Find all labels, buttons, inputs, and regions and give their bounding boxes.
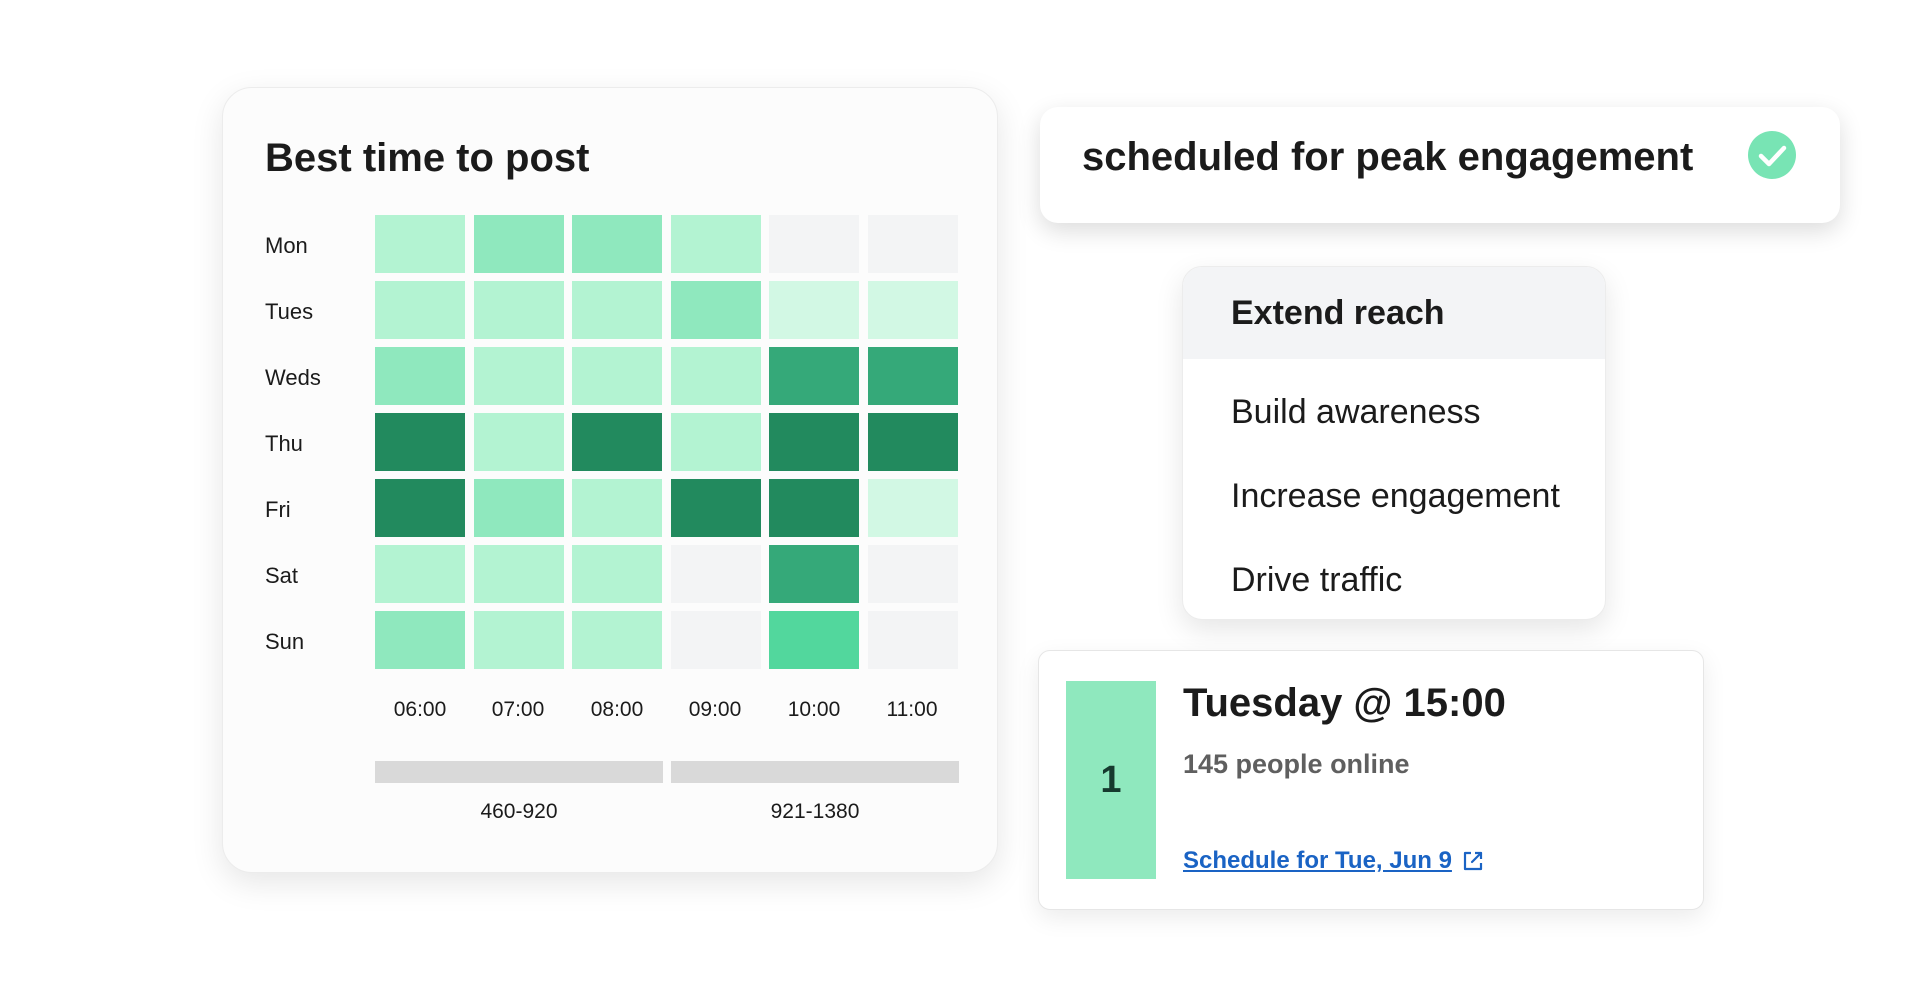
hour-label-0900: 09:00 <box>688 698 742 721</box>
heatmap-grid <box>375 215 959 671</box>
heatmap-cell[interactable] <box>375 347 465 405</box>
menu-item-drive-traffic[interactable]: Drive traffic <box>1231 561 1403 599</box>
menu-item-increase-engagement[interactable]: Increase engagement <box>1231 477 1560 515</box>
slot-subtitle: 145 people online <box>1183 749 1410 779</box>
hour-label-1100: 11:00 <box>886 698 938 721</box>
range-label-low: 460-920 <box>480 800 558 823</box>
heatmap-cell[interactable] <box>868 347 958 405</box>
range-bar-high <box>671 761 959 783</box>
card-title: Best time to post <box>265 136 590 180</box>
schedule-link-label: Schedule for Tue, Jun 9 <box>1183 847 1452 874</box>
heatmap-cell[interactable] <box>868 611 958 669</box>
range-label-high: 921-1380 <box>770 800 860 823</box>
heatmap-cell[interactable] <box>375 479 465 537</box>
heatmap-cell[interactable] <box>671 281 761 339</box>
menu-item-extend-reach[interactable]: Extend reach <box>1183 267 1605 359</box>
heatmap-cell[interactable] <box>769 611 859 669</box>
day-label-sat: Sat <box>265 563 299 588</box>
rank-number: 1 <box>1100 758 1122 801</box>
heatmap-cell[interactable] <box>572 347 662 405</box>
scheduled-banner: scheduled for peak engagement <box>1040 107 1840 223</box>
heatmap-cell[interactable] <box>375 611 465 669</box>
heatmap-cell[interactable] <box>572 413 662 471</box>
heatmap-cell[interactable] <box>474 545 564 603</box>
heatmap-cell[interactable] <box>572 545 662 603</box>
heatmap-cell[interactable] <box>769 545 859 603</box>
heatmap-cell[interactable] <box>474 215 564 273</box>
heatmap-cell[interactable] <box>474 611 564 669</box>
heatmap-cell[interactable] <box>671 545 761 603</box>
heatmap-cell[interactable] <box>671 215 761 273</box>
hour-label-0800: 08:00 <box>590 698 644 721</box>
slot-title: Tuesday @ 15:00 <box>1183 681 1506 725</box>
best-time-card: Best time to post Mon Tues Weds Thu Fri … <box>222 87 998 873</box>
heatmap-cell[interactable] <box>769 479 859 537</box>
heatmap-cell[interactable] <box>572 479 662 537</box>
heatmap-cell[interactable] <box>474 347 564 405</box>
hour-label-0700: 07:00 <box>491 698 545 721</box>
heatmap-cell[interactable] <box>769 347 859 405</box>
menu-item-build-awareness[interactable]: Build awareness <box>1231 393 1481 431</box>
hour-label-0600: 06:00 <box>393 698 447 721</box>
schedule-link[interactable]: Schedule for Tue, Jun 9 <box>1183 847 1484 875</box>
heatmap-cell[interactable] <box>572 611 662 669</box>
heatmap-cell[interactable] <box>572 215 662 273</box>
hour-label-1000: 10:00 <box>787 698 841 721</box>
day-label-sun: Sun <box>265 629 305 654</box>
heatmap-cell[interactable] <box>671 413 761 471</box>
day-label-tues: Tues <box>265 299 314 324</box>
heatmap-cell[interactable] <box>868 479 958 537</box>
suggested-slot-card: 1 Tuesday @ 15:00 145 people online Sche… <box>1038 650 1704 910</box>
day-label-mon: Mon <box>265 233 308 258</box>
heatmap-cell[interactable] <box>671 611 761 669</box>
range-bar-low <box>375 761 663 783</box>
heatmap-cell[interactable] <box>868 413 958 471</box>
heatmap-cell[interactable] <box>375 413 465 471</box>
heatmap-cell[interactable] <box>769 215 859 273</box>
external-link-icon <box>1463 851 1483 871</box>
heatmap-cell[interactable] <box>671 347 761 405</box>
heatmap-cell[interactable] <box>474 413 564 471</box>
banner-text: scheduled for peak engagement <box>1082 135 1694 179</box>
heatmap-cell[interactable] <box>572 281 662 339</box>
heatmap-cell[interactable] <box>671 479 761 537</box>
heatmap-cell[interactable] <box>375 545 465 603</box>
heatmap-cell[interactable] <box>868 215 958 273</box>
heatmap-cell[interactable] <box>868 281 958 339</box>
heatmap-cell[interactable] <box>474 281 564 339</box>
heatmap-cell[interactable] <box>474 479 564 537</box>
day-label-thu: Thu <box>265 431 303 456</box>
heatmap-cell[interactable] <box>868 545 958 603</box>
heatmap-cell[interactable] <box>375 215 465 273</box>
rank-badge: 1 <box>1066 681 1156 879</box>
hour-labels: 06:00 07:00 08:00 09:00 10:00 11:00 <box>375 698 965 728</box>
check-circle-icon <box>1748 131 1796 179</box>
day-label-fri: Fri <box>265 497 291 522</box>
heatmap-cell[interactable] <box>375 281 465 339</box>
goal-menu: Extend reach Build awareness Increase en… <box>1182 266 1606 620</box>
heatmap-cell[interactable] <box>769 281 859 339</box>
day-label-weds: Weds <box>265 365 321 390</box>
heatmap-cell[interactable] <box>769 413 859 471</box>
